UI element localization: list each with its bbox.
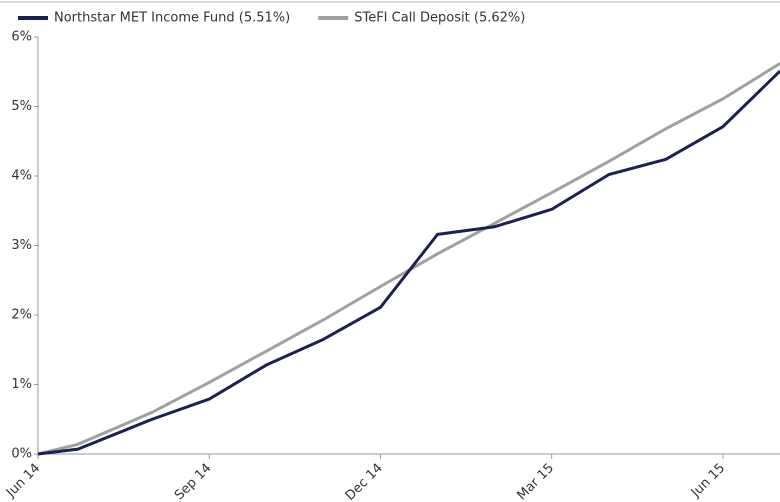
x-tick-label: Mar 15: [514, 461, 557, 502]
legend-label: STeFI Call Deposit (5.62%): [354, 11, 525, 26]
x-tick-label: Jun 15: [688, 461, 728, 501]
x-tick-label: Dec 14: [343, 461, 386, 502]
x-tick-label: Jun 14: [3, 461, 43, 501]
y-tick-label: 5%: [11, 99, 32, 114]
y-tick-label: 1%: [11, 377, 32, 392]
series-line: [37, 62, 780, 456]
y-tick-label: 2%: [11, 308, 32, 323]
y-tick-label: 3%: [11, 238, 32, 253]
x-tick-label: Sep 14: [172, 461, 215, 502]
legend-label: Northstar MET Income Fund (5.51%): [54, 11, 290, 26]
y-tick-label: 4%: [11, 169, 32, 184]
y-tick-label: 0%: [11, 447, 32, 462]
y-tick-label: 6%: [11, 30, 32, 45]
series-line: [37, 69, 780, 456]
